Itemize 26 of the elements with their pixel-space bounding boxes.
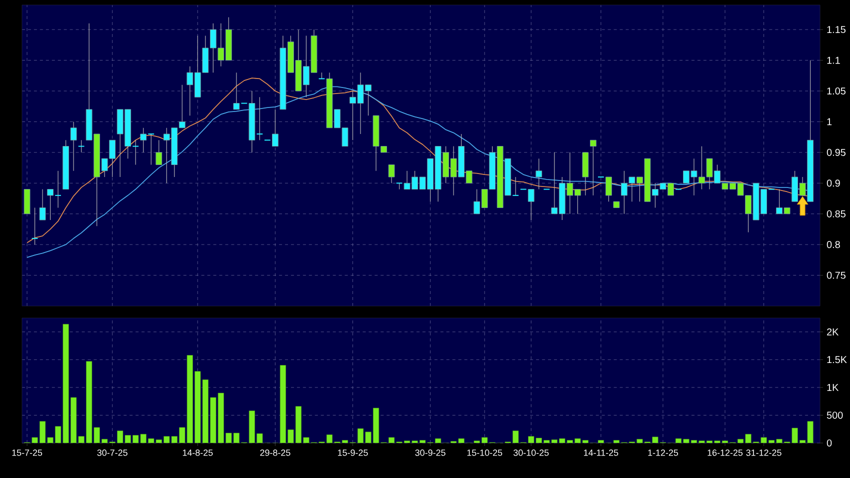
y-tick-label: 0.75	[826, 272, 846, 279]
y-tick-label: 1	[827, 118, 832, 126]
x-tick-label: 31-12-25	[746, 450, 782, 456]
y-tick-label: 0.95	[826, 148, 846, 156]
y-tick-label: 0	[826, 439, 832, 447]
y-tick-label: 1.05	[827, 87, 846, 95]
x-tick-label: 14-11-25	[584, 450, 618, 456]
x-tick-label: 14-8-25	[182, 450, 213, 456]
y-tick-label: 500	[826, 412, 843, 419]
x-tick-label: 15-7-25	[12, 450, 42, 456]
x-tick-label: 30-7-25	[97, 450, 128, 456]
y-tick-label: 2K	[827, 328, 839, 336]
y-tick-label: 0.8	[826, 241, 840, 248]
y-tick-label: 1.1	[827, 56, 840, 64]
y-tick-label: 1.15	[827, 26, 846, 34]
x-tick-label: 30-9-25	[415, 450, 446, 456]
x-tick-label: 16-12-25	[708, 450, 743, 456]
x-tick-label: 29-8-25	[260, 450, 290, 456]
y-tick-label: 1K	[827, 384, 839, 391]
x-tick-label: 1-12-25	[648, 450, 678, 456]
y-tick-label: 1.5K	[827, 356, 847, 364]
y-tick-label: 0.9	[826, 180, 840, 187]
x-tick-label: 15-9-25	[338, 450, 368, 456]
x-tick-label: 15-10-25	[467, 450, 502, 456]
y-tick-label: 0.85	[826, 210, 846, 218]
x-tick-label: 30-10-25	[514, 450, 549, 456]
